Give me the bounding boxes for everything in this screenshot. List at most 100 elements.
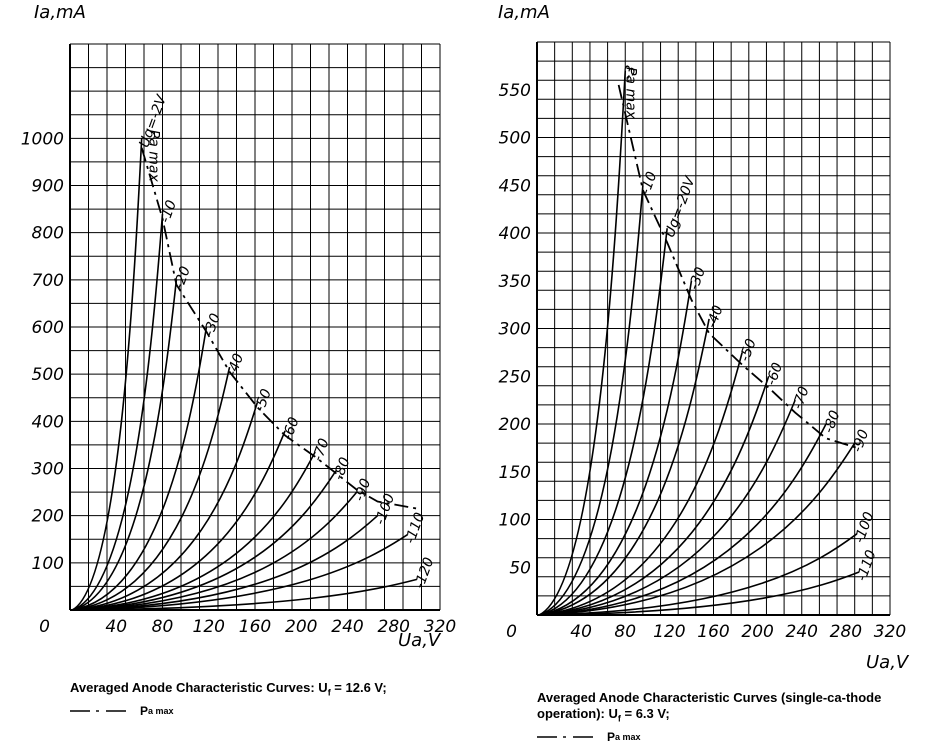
curve-label: -3	[620, 63, 640, 82]
y-tick-label: 800	[32, 224, 64, 244]
pmax-curve	[140, 147, 418, 510]
legend-right-sub: a max	[615, 731, 641, 742]
y-tick-label: 700	[32, 271, 64, 291]
x-tick-label: 240	[331, 617, 363, 637]
x-tick-label: 80	[614, 622, 636, 642]
curve-label: Ug=-20V	[662, 173, 699, 239]
curve-line	[72, 402, 259, 611]
y-tick-label: 550	[499, 81, 531, 101]
x-tick-label: 320	[424, 617, 456, 637]
curve-line	[538, 185, 644, 616]
x-tick-label: 120	[653, 622, 685, 642]
curve-label: -100	[852, 510, 878, 545]
curve-line	[72, 326, 208, 611]
curve-label: -30	[686, 265, 709, 292]
y-tick-label: 900	[32, 177, 64, 197]
curve-line	[539, 280, 693, 616]
x-tick-label: 200	[741, 622, 773, 642]
caption-left-text: Averaged Anode Characteristic Curves: U	[70, 680, 328, 695]
curve-line	[539, 318, 710, 616]
curve-label: -50	[737, 337, 760, 364]
curve-line	[539, 533, 858, 616]
curve-line	[539, 423, 827, 616]
curve-line	[72, 430, 286, 611]
curve-line	[72, 213, 164, 611]
curve-label: -40	[704, 303, 727, 330]
grid	[536, 41, 891, 616]
curve-line	[72, 366, 231, 611]
curve-label: -60	[763, 361, 786, 388]
y-tick-label: 250	[499, 367, 531, 387]
x-axis-label: Ua,V	[866, 652, 910, 673]
chart-right-6v3: Ia,mAUa,V5010015020025030035040045050055…	[498, 2, 910, 673]
y-axis-label: Ia,mA	[34, 2, 86, 23]
x-tick-label: 240	[786, 622, 818, 642]
pmax-curve	[617, 84, 858, 449]
legend-left-label: P	[140, 703, 149, 718]
x-tick-label: 280	[830, 622, 862, 642]
y-tick-label: 400	[32, 412, 64, 432]
anode-characteristics-figure: Ia,mAUa,V1002003004005006007008009001000…	[21, 2, 910, 673]
curve-label: -110	[854, 548, 880, 583]
legend-right-label: P	[607, 729, 616, 744]
caption-left-sub: f	[327, 687, 331, 698]
curve-label: -80	[821, 408, 844, 435]
caption-right-text: Averaged Anode Characteristic Curves (si…	[537, 690, 882, 721]
curve-line	[72, 279, 178, 611]
curve-label: -30	[201, 311, 224, 338]
y-tick-label: 150	[499, 463, 531, 483]
curve-line	[539, 399, 796, 616]
caption-right: Averaged Anode Characteristic Curves (si…	[537, 690, 933, 745]
curve-line	[72, 451, 316, 611]
curve-label: -80	[331, 455, 354, 482]
curve-line	[72, 491, 358, 611]
y-tick-label: 100	[32, 554, 64, 574]
dash-dot-legend-icon	[537, 735, 593, 738]
y-tick-label: 300	[499, 320, 531, 340]
y-tick-label: 100	[499, 511, 531, 531]
x-tick-label: 200	[285, 617, 317, 637]
curve-label: -90	[351, 476, 374, 503]
pmax-label: Pa max	[146, 130, 162, 183]
caption-right-sub: f	[617, 713, 621, 724]
curve-line	[72, 578, 418, 611]
x-tick-label: 0	[506, 622, 517, 642]
curve-label: -60	[280, 415, 303, 442]
curve-label: -50	[252, 387, 275, 414]
curve-line	[539, 352, 743, 616]
caption-right-tail: = 6.3 V;	[620, 706, 670, 721]
x-tick-label: 160	[697, 622, 729, 642]
curve-line	[538, 70, 627, 616]
y-tick-label: 500	[32, 365, 64, 385]
curve-line	[539, 228, 668, 616]
curve-label: -10	[638, 170, 661, 197]
x-tick-label: 280	[378, 617, 410, 637]
x-tick-label: 160	[239, 617, 271, 637]
y-tick-label: 200	[32, 507, 64, 527]
y-tick-label: 450	[499, 176, 531, 196]
curve-label: -70	[310, 436, 333, 463]
curve-line	[72, 470, 337, 611]
y-tick-label: 400	[499, 224, 531, 244]
curve-label: -20	[171, 264, 194, 291]
curve-line	[539, 375, 770, 616]
curve-line	[71, 138, 143, 611]
curve-label: -70	[790, 384, 813, 411]
x-tick-label: 120	[193, 617, 225, 637]
dash-dot-legend-icon	[70, 709, 126, 712]
curve-label: -120	[412, 555, 438, 590]
x-tick-label: 320	[874, 622, 906, 642]
curve-line	[539, 442, 856, 616]
caption-left: Averaged Anode Characteristic Curves: Uf…	[70, 680, 470, 719]
curve-line	[72, 533, 409, 611]
x-tick-label: 40	[570, 622, 592, 642]
x-tick-label: 40	[105, 617, 127, 637]
y-tick-label: 500	[499, 129, 531, 149]
x-axis-label: Ua,V	[398, 630, 442, 651]
y-tick-label: 350	[499, 272, 531, 292]
y-tick-label: 600	[32, 318, 64, 338]
caption-left-tail: = 12.6 V;	[330, 680, 387, 695]
pmax-label: Pa max	[623, 67, 639, 120]
